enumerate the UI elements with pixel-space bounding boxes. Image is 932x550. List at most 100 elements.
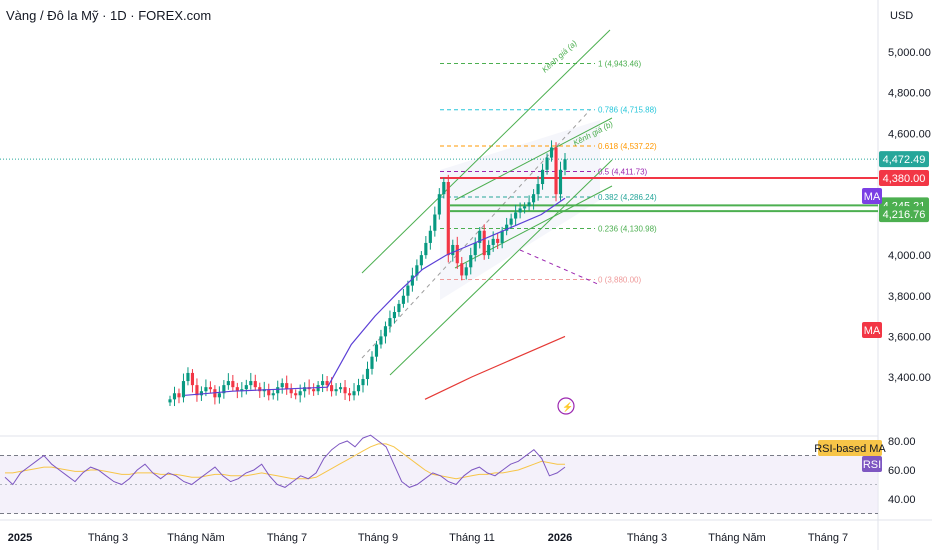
candle-body bbox=[433, 214, 437, 231]
time-tick-label: Tháng 7 bbox=[808, 532, 848, 544]
channel-b-upper bbox=[454, 117, 613, 201]
channel-b-lower bbox=[454, 185, 613, 269]
rsi-tick-label: 40.00 bbox=[888, 494, 916, 506]
candle-body bbox=[172, 393, 177, 400]
ma-badge-purple-bg bbox=[862, 188, 882, 204]
candle-body bbox=[482, 230, 486, 256]
candle-body bbox=[473, 242, 477, 256]
ma-badge-red: MA bbox=[864, 325, 881, 337]
candle-body bbox=[343, 387, 347, 394]
rsi-ma-badge: RSI-based MA bbox=[814, 443, 886, 455]
candle-body bbox=[383, 326, 388, 337]
candle-body bbox=[276, 387, 280, 394]
candle-body bbox=[181, 381, 186, 398]
candle-body bbox=[464, 267, 468, 276]
candle-body bbox=[361, 379, 365, 386]
candle-body bbox=[563, 159, 567, 170]
candle-body bbox=[419, 255, 423, 266]
candle-body bbox=[168, 399, 172, 403]
candle-body bbox=[424, 242, 428, 256]
price-tick-label: 4,800.00 bbox=[888, 88, 931, 100]
fib-level-label: 0.236 (4,130.98) bbox=[598, 225, 657, 234]
rsi-badge: RSI bbox=[863, 459, 881, 471]
price-tick-label: 3,400.00 bbox=[888, 372, 931, 384]
candle-body bbox=[325, 381, 329, 386]
candle-body bbox=[240, 389, 244, 392]
candle-body bbox=[374, 344, 379, 357]
candle-body bbox=[222, 385, 226, 394]
price-tick-label: 3,600.00 bbox=[888, 331, 931, 343]
time-tick-label: Tháng Năm bbox=[708, 532, 765, 544]
candle-body bbox=[446, 182, 450, 256]
last-price-badge: 4,472.49 bbox=[883, 154, 926, 166]
candle-body bbox=[249, 381, 253, 386]
support-badge-2-bg bbox=[879, 206, 929, 223]
candle-body bbox=[549, 147, 554, 158]
candle-body bbox=[545, 157, 549, 170]
candle-body bbox=[505, 224, 509, 231]
candle-body bbox=[451, 244, 455, 256]
candle-body bbox=[258, 387, 262, 392]
candle-body bbox=[496, 238, 500, 243]
candle-body bbox=[186, 372, 190, 382]
last-price-badge-bg bbox=[879, 151, 929, 168]
candle-body bbox=[330, 385, 334, 392]
candle-body bbox=[527, 202, 531, 207]
channel-label-a: Kênh giá (a) bbox=[540, 38, 579, 74]
price-tick-label: 4,600.00 bbox=[888, 128, 931, 140]
time-tick-label: Tháng 11 bbox=[449, 532, 495, 544]
fib-level-label: 0.382 (4,286.24) bbox=[598, 193, 657, 202]
candle-body bbox=[199, 391, 203, 396]
ma-short-line bbox=[184, 197, 566, 396]
candle-body bbox=[352, 391, 356, 396]
time-tick-label: Tháng Năm bbox=[167, 532, 224, 544]
candle-body bbox=[280, 383, 284, 388]
candle-body bbox=[294, 393, 298, 396]
candle-body bbox=[406, 285, 410, 296]
rsi-badge-bg bbox=[862, 456, 882, 472]
candle-body bbox=[388, 318, 392, 327]
channel-a-upper bbox=[361, 29, 611, 274]
candle-body bbox=[347, 393, 352, 396]
time-tick-label: 2025 bbox=[8, 532, 32, 544]
candle-body bbox=[253, 381, 257, 388]
time-tick-label: Tháng 3 bbox=[88, 532, 128, 544]
candle-body bbox=[217, 393, 221, 398]
candle-body bbox=[428, 230, 432, 243]
candle-body bbox=[226, 381, 230, 386]
candle-body bbox=[558, 169, 563, 195]
candle-body bbox=[365, 368, 370, 380]
fib-level-label: 0.618 (4,537.22) bbox=[598, 142, 657, 151]
candle-body bbox=[437, 194, 441, 215]
candle-body bbox=[267, 389, 271, 396]
rsi-line bbox=[4, 434, 566, 488]
ma-badge-red-bg bbox=[862, 322, 882, 338]
resistance-badge: 4,380.00 bbox=[883, 173, 926, 185]
time-tick-label: Tháng 9 bbox=[358, 532, 398, 544]
lightning-glyph: ⚡ bbox=[562, 401, 573, 413]
candle-body bbox=[177, 393, 181, 398]
candle-body bbox=[370, 356, 374, 369]
candle-body bbox=[487, 244, 491, 256]
candle-body bbox=[190, 372, 195, 386]
candle-body bbox=[460, 263, 464, 276]
resistance-badge-bg bbox=[879, 169, 929, 186]
candle-body bbox=[356, 385, 361, 392]
candle-body bbox=[509, 218, 513, 225]
candle-body bbox=[478, 230, 482, 243]
support-badge-2: 4,216.76 bbox=[883, 209, 926, 221]
candle-body bbox=[244, 385, 248, 390]
candle-body bbox=[231, 381, 235, 388]
candle-body bbox=[303, 387, 307, 392]
rsi-tick-label: 80.00 bbox=[888, 436, 916, 448]
candle-body bbox=[208, 387, 212, 390]
fib-level-label: 0.786 (4,715.88) bbox=[598, 106, 657, 115]
candle-body bbox=[442, 182, 446, 195]
time-tick-label: Tháng 3 bbox=[627, 532, 667, 544]
ma-badge-purple: MA bbox=[864, 191, 881, 203]
candle-body bbox=[397, 303, 401, 312]
candle-body bbox=[518, 208, 522, 213]
candle-body bbox=[491, 238, 495, 245]
candle-body bbox=[321, 381, 325, 386]
